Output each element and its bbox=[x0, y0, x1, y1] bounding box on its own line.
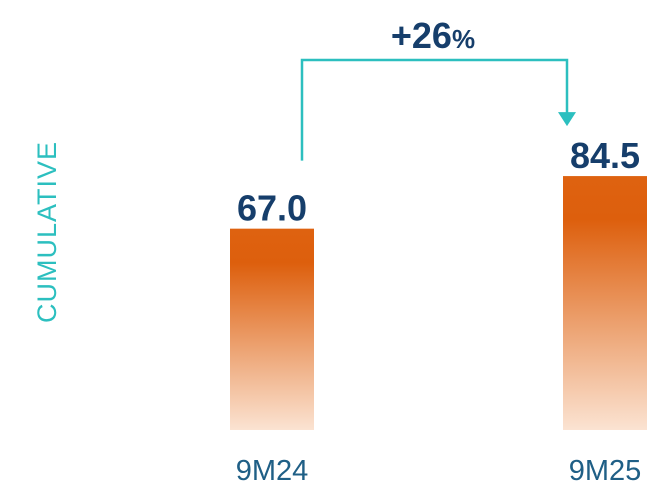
bar-9m25 bbox=[563, 176, 647, 430]
change-annotation: +26% bbox=[300, 15, 576, 161]
category-label-9m24: 9M24 bbox=[236, 455, 309, 487]
category-label-9m25: 9M25 bbox=[569, 455, 642, 487]
labels: 67.0 9M24 84.5 9M25 bbox=[236, 135, 642, 487]
change-label: +26% bbox=[391, 15, 475, 56]
change-arrowhead-icon bbox=[558, 112, 576, 127]
side-label: CUMULATIVE bbox=[32, 141, 62, 323]
change-number: +26 bbox=[391, 15, 452, 56]
bars bbox=[230, 176, 647, 430]
change-unit: % bbox=[452, 24, 475, 54]
bar-9m24 bbox=[230, 228, 314, 430]
value-label-9m25: 84.5 bbox=[570, 135, 640, 176]
change-connector bbox=[300, 58, 569, 161]
value-label-9m24: 67.0 bbox=[237, 188, 307, 229]
